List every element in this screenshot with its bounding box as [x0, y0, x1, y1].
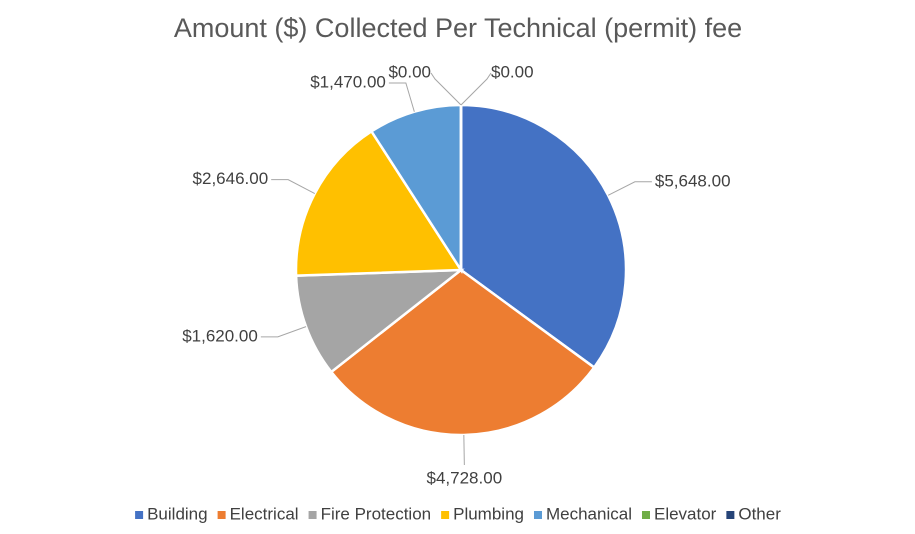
data-label: $4,728.00 — [427, 468, 503, 487]
pie-slice — [329, 268, 596, 437]
chart-title: Amount ($) Collected Per Technical (perm… — [174, 13, 742, 43]
legend-label: Building — [147, 504, 208, 523]
legend-swatch — [641, 511, 650, 519]
data-label: $1,620.00 — [182, 326, 258, 345]
data-label: $5,648.00 — [655, 171, 731, 190]
legend-label: Electrical — [230, 504, 299, 523]
legend-swatch — [726, 511, 735, 519]
data-label: $2,646.00 — [193, 169, 269, 188]
legend-swatch — [135, 511, 144, 519]
legend-swatch — [217, 511, 226, 519]
leader-line — [388, 82, 415, 112]
legend-swatch — [308, 511, 317, 519]
legend-label: Mechanical — [546, 504, 632, 523]
leader-line — [460, 72, 492, 106]
leader-line — [430, 72, 462, 106]
leader-line — [260, 326, 307, 338]
leader-line — [607, 181, 652, 196]
legend-swatch — [533, 511, 542, 519]
legend-label: Fire Protection — [321, 504, 432, 523]
leader-line — [271, 179, 316, 195]
legend-swatch — [441, 511, 450, 519]
data-label: $1,470.00 — [310, 72, 386, 91]
data-label: $0.00 — [388, 62, 431, 81]
data-label: $0.00 — [491, 62, 534, 81]
leader-line — [463, 434, 465, 465]
legend-label: Elevator — [654, 504, 717, 523]
pie-slice — [369, 103, 463, 275]
pie-slice — [459, 103, 628, 370]
legend-label: Plumbing — [453, 504, 524, 523]
legend-label: Other — [738, 504, 781, 523]
